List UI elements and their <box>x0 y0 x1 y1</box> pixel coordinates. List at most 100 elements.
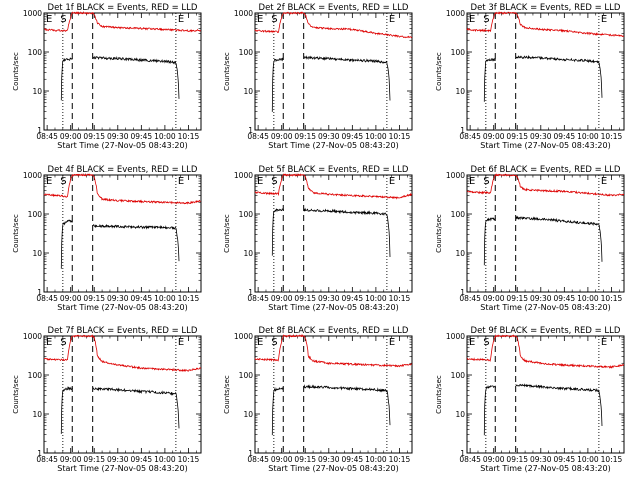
x-tick-label: 09:15 <box>506 294 528 303</box>
y-tick-label: 10 <box>455 249 465 258</box>
events-series-line <box>515 383 603 427</box>
y-tick-label: 1 <box>248 449 253 458</box>
x-tick-label: 09:30 <box>318 132 340 141</box>
y-tick-label: 1000 <box>446 171 465 180</box>
x-tick-label: 09:45 <box>342 132 364 141</box>
x-tick-label: 09:30 <box>318 455 340 464</box>
y-axis-label: Counts/sec <box>12 375 20 414</box>
marker-E-end: E <box>601 176 607 187</box>
marker-E-end: E <box>178 176 184 187</box>
x-axis-label: Start Time (27-Nov-05 08:43:20) <box>480 141 610 150</box>
events-series-line <box>92 386 180 429</box>
y-tick-label: 100 <box>451 48 466 57</box>
marker-E-start: E <box>46 176 52 187</box>
y-tick-label: 100 <box>451 210 466 219</box>
x-axis-label: Start Time (27-Nov-05 08:43:20) <box>268 464 398 473</box>
x-tick-label: 08:45 <box>247 455 269 464</box>
x-tick-label: 10:00 <box>154 294 176 303</box>
x-tick-label: 09:45 <box>131 455 153 464</box>
x-tick-label: 09:30 <box>107 455 129 464</box>
x-tick-label: 09:00 <box>483 455 505 464</box>
marker-S: S <box>483 337 489 348</box>
x-tick-label: 10:15 <box>389 455 411 464</box>
lld-series-line <box>44 11 201 33</box>
events-series-line <box>303 384 391 426</box>
x-tick-label: 10:00 <box>154 455 176 464</box>
y-tick-label: 10 <box>32 410 42 419</box>
x-tick-label: 09:15 <box>506 132 528 141</box>
lld-series-line <box>254 334 412 368</box>
lld-series-line <box>466 173 625 197</box>
marker-S: S <box>60 14 66 25</box>
panel-title: Det 4f BLACK = Events, RED = LLD <box>48 165 198 175</box>
y-axis-label: Counts/sec <box>223 52 231 91</box>
events-series-line <box>271 207 284 256</box>
y-tick-label: 1000 <box>23 332 42 341</box>
marker-E-end: E <box>389 176 395 187</box>
events-series-line <box>483 385 496 436</box>
x-tick-label: 10:15 <box>178 455 200 464</box>
y-tick-label: 100 <box>28 48 43 57</box>
events-series-line <box>303 207 391 258</box>
x-tick-label: 09:45 <box>554 294 576 303</box>
lld-series-line <box>43 173 202 205</box>
marker-E-start: E <box>46 337 52 348</box>
panel-title: Det 6f BLACK = Events, RED = LLD <box>471 165 621 175</box>
x-tick-label: 09:45 <box>131 294 153 303</box>
panel-det-8f: Det 8f BLACK = Events, RED = LLD 1 10 100 10… <box>223 326 413 473</box>
y-tick-label: 1 <box>37 449 42 458</box>
marker-S: S <box>271 337 277 348</box>
marker-E-start: E <box>46 14 52 25</box>
x-tick-label: 09:30 <box>530 455 552 464</box>
y-axis-label: Counts/sec <box>435 375 443 414</box>
axes-frame <box>43 174 202 293</box>
marker-S: S <box>271 14 277 25</box>
axes-frame <box>466 335 625 454</box>
events-series-line <box>271 386 284 436</box>
x-tick-label: 08:45 <box>247 132 269 141</box>
x-tick-label: 10:15 <box>178 294 200 303</box>
x-tick-label: 08:45 <box>459 455 481 464</box>
lld-series-line <box>254 173 413 200</box>
marker-E-end: E <box>178 14 184 25</box>
axes-frame <box>43 335 202 454</box>
panel-det-5f: Det 5f BLACK = Events, RED = LLD 1 10 100 10… <box>223 165 413 312</box>
marker-E-start: E <box>257 176 263 187</box>
x-tick-label: 09:15 <box>294 294 316 303</box>
panel-title: Det 8f BLACK = Events, RED = LLD <box>259 326 409 336</box>
y-tick-label: 1000 <box>23 9 42 18</box>
marker-S: S <box>483 14 489 25</box>
axes-frame <box>43 12 202 131</box>
y-tick-label: 10 <box>455 87 465 96</box>
y-tick-label: 100 <box>451 371 466 380</box>
panel-det-9f: Det 9f BLACK = Events, RED = LLD 1 10 100 10… <box>435 326 625 473</box>
y-tick-label: 1 <box>37 126 42 135</box>
x-axis-label: Start Time (27-Nov-05 08:43:20) <box>268 141 398 150</box>
x-tick-label: 09:15 <box>83 132 105 141</box>
x-tick-label: 09:45 <box>342 294 364 303</box>
x-tick-label: 10:15 <box>601 455 623 464</box>
x-tick-label: 09:15 <box>83 294 105 303</box>
events-series-line <box>515 215 603 262</box>
x-tick-label: 09:00 <box>271 455 293 464</box>
panel-title: Det 5f BLACK = Events, RED = LLD <box>259 165 409 175</box>
x-tick-label: 09:15 <box>294 455 316 464</box>
events-series-line <box>60 57 73 101</box>
y-tick-label: 1 <box>248 126 253 135</box>
y-tick-label: 10 <box>32 87 42 96</box>
x-tick-label: 09:45 <box>131 132 153 141</box>
x-tick-label: 10:00 <box>365 294 387 303</box>
x-tick-label: 09:00 <box>60 294 82 303</box>
x-tick-label: 08:45 <box>459 294 481 303</box>
marker-S: S <box>60 176 66 187</box>
y-tick-label: 10 <box>455 410 465 419</box>
x-tick-label: 09:00 <box>483 132 505 141</box>
x-tick-label: 09:00 <box>271 132 293 141</box>
y-tick-label: 1 <box>460 449 465 458</box>
events-series-line <box>483 58 496 102</box>
x-tick-label: 09:00 <box>483 294 505 303</box>
panel-title: Det 3f BLACK = Events, RED = LLD <box>471 3 621 13</box>
y-axis-label: Counts/sec <box>435 214 443 253</box>
x-axis-label: Start Time (27-Nov-05 08:43:20) <box>268 303 398 312</box>
